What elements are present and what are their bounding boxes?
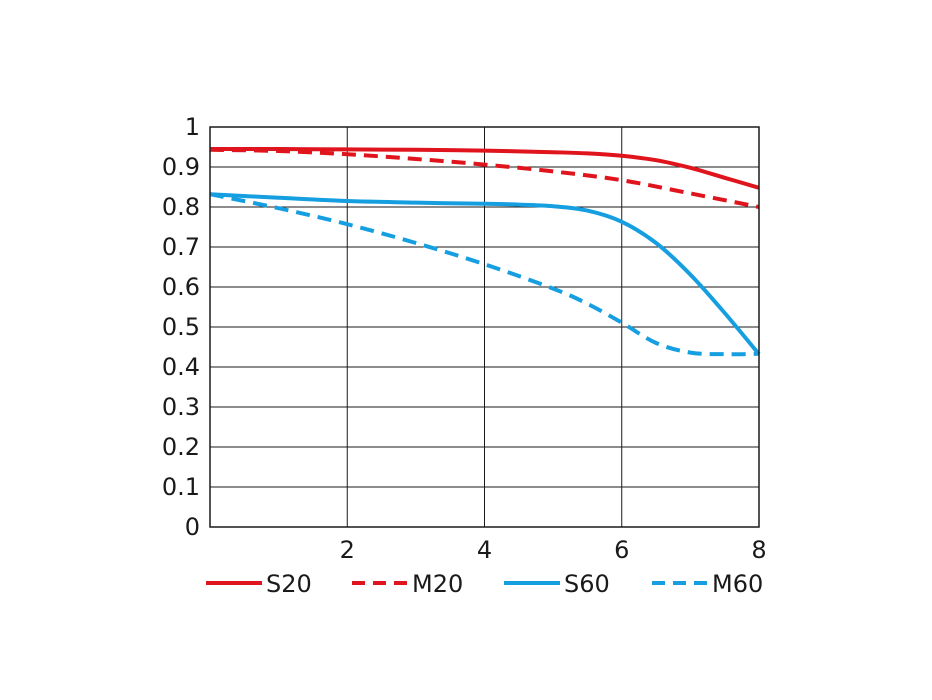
series-line-s60 [209, 192, 761, 356]
y-tick-label: 0.9 [162, 153, 200, 181]
y-tick-label: 0.1 [162, 473, 200, 501]
y-tick-label: 0.5 [162, 313, 200, 341]
y-tick-label: 1 [185, 113, 200, 141]
x-axis-ticks: 2 4 6 8 [340, 536, 767, 564]
legend-label-s20: S20 [266, 570, 312, 598]
legend-label-m60: M60 [712, 570, 763, 598]
plot-frame [209, 126, 760, 528]
y-tick-label: 0 [185, 513, 200, 541]
series-lines [209, 146, 761, 357]
grid [210, 126, 760, 528]
legend-label-s60: S60 [564, 570, 610, 598]
x-tick-label: 2 [340, 536, 355, 564]
x-tick-label: 4 [477, 536, 492, 564]
y-tick-label: 0.6 [162, 273, 200, 301]
x-tick-label: 8 [751, 536, 766, 564]
y-tick-label: 0.8 [162, 193, 200, 221]
y-tick-label: 0.4 [162, 353, 200, 381]
y-tick-label: 0.7 [162, 233, 200, 261]
legend-label-m20: M20 [412, 570, 463, 598]
series-line-s20 [209, 146, 760, 190]
plot-border [209, 126, 760, 528]
y-tick-label: 0.3 [162, 393, 200, 421]
series-line-m60 [209, 192, 760, 357]
x-tick-label: 6 [614, 536, 629, 564]
series-line-m20 [209, 147, 760, 209]
y-tick-label: 0.2 [162, 433, 200, 461]
legend: S20 M20 S60 M60 [206, 570, 763, 598]
y-axis-ticks: 0 0.1 0.2 0.3 0.4 0.5 0.6 0.7 0.8 0.9 1 [162, 113, 200, 541]
